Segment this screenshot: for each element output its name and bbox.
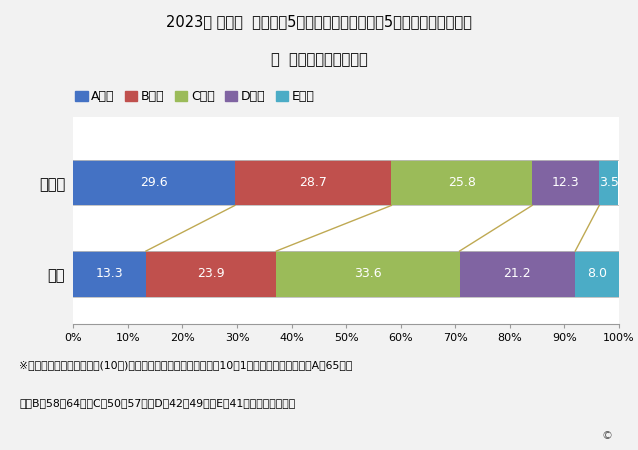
Bar <box>276 251 459 297</box>
Text: ©: © <box>602 431 612 441</box>
Bar <box>146 251 276 297</box>
Text: 21.2: 21.2 <box>503 267 531 280</box>
Legend: A段階, B段階, C段階, D段階, E段階: A段階, B段階, C段階, D段階, E段階 <box>70 85 320 108</box>
Bar <box>73 160 235 206</box>
Text: 23.9: 23.9 <box>197 267 225 280</box>
Bar <box>599 160 618 206</box>
Text: 12.3: 12.3 <box>552 176 579 189</box>
Bar <box>532 160 599 206</box>
Bar <box>235 160 391 206</box>
Bar <box>575 251 619 297</box>
Text: 28.7: 28.7 <box>299 176 327 189</box>
Text: ※体力・運動能力総合評価(10歳)は新体力テストの項目別得点（10～1点）の合計によって、A：65点以: ※体力・運動能力総合評価(10歳)は新体力テストの項目別得点（10～1点）の合計… <box>19 360 353 370</box>
Text: 上、B：58～64点、C：50～57点、D：42～49点、E：41点以下としている: 上、B：58～64点、C：50～57点、D：42～49点、E：41点以下としてい… <box>19 398 295 408</box>
Bar <box>73 251 146 297</box>
Text: 3.5: 3.5 <box>599 176 619 189</box>
Text: 33.6: 33.6 <box>354 267 382 280</box>
Text: 〜  全国平均との比較〜: 〜 全国平均との比較〜 <box>271 52 367 67</box>
Text: 2023年 秋田県  女子小学5年生の体力運動能力の5段階評価による分布: 2023年 秋田県 女子小学5年生の体力運動能力の5段階評価による分布 <box>166 14 472 29</box>
Text: 13.3: 13.3 <box>96 267 124 280</box>
Text: 25.8: 25.8 <box>448 176 476 189</box>
Text: 29.6: 29.6 <box>140 176 168 189</box>
Bar <box>391 160 532 206</box>
Text: 8.0: 8.0 <box>587 267 607 280</box>
Bar <box>459 251 575 297</box>
